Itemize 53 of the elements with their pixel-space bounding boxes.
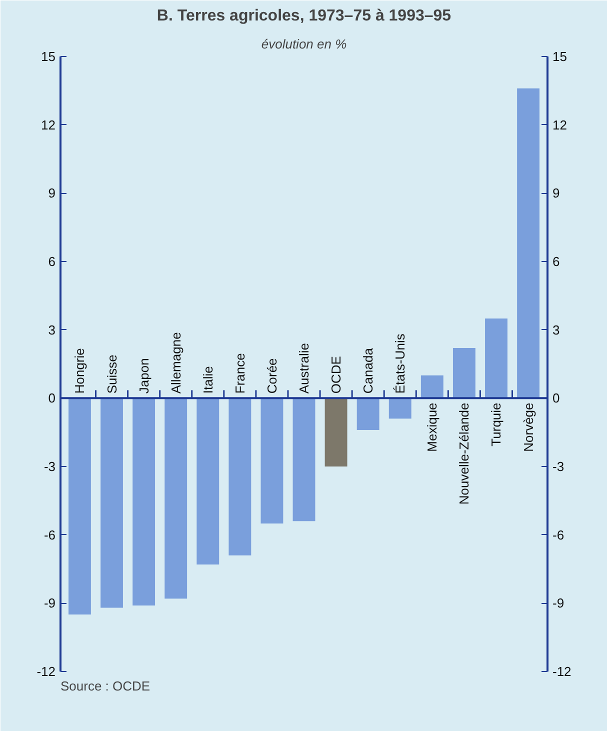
y2-tick-label: 3 — [552, 322, 560, 338]
y-tick-label: 9 — [48, 186, 56, 201]
bar — [100, 398, 123, 608]
chart-title: B. Terres agricoles, 1973–75 à 1993–95 — [156, 8, 452, 24]
y-tick-label: 0 — [48, 390, 56, 406]
x-tick-label: Australie — [296, 343, 312, 394]
bar — [68, 398, 91, 615]
y-tick-label: -6 — [44, 527, 56, 542]
x-tick-label: États-Unis — [392, 333, 408, 394]
bar — [228, 398, 252, 556]
bar — [196, 398, 220, 564]
x-tick-label: Hongrie — [72, 348, 88, 394]
bar — [324, 398, 348, 466]
y2-tick-label: 12 — [552, 117, 567, 132]
y2-tick-label: -12 — [552, 664, 572, 679]
y-tick-label: -9 — [44, 596, 56, 611]
y-tick-label: 6 — [48, 254, 56, 269]
chart-subtitle: évolution en % — [261, 36, 347, 52]
y2-tick-label: 15 — [552, 49, 567, 64]
x-tick-label: Nouvelle-Zélande — [456, 402, 472, 505]
x-tick-label: Allemagne — [168, 332, 184, 394]
bar — [517, 88, 540, 398]
bar — [388, 398, 412, 419]
y-tick-label: 12 — [41, 117, 56, 132]
x-tick-label: Corée — [264, 358, 280, 394]
bar — [452, 348, 476, 398]
y2-tick-label: 6 — [552, 254, 560, 269]
x-tick-label: Norvège — [520, 402, 536, 452]
bar — [132, 398, 156, 606]
y2-tick-label: -6 — [552, 527, 564, 542]
y2-tick-label: 0 — [552, 390, 560, 406]
y-tick-label: -12 — [36, 664, 56, 679]
source-note: Source : OCDE — [60, 678, 150, 694]
y-tick-label: 15 — [41, 49, 56, 64]
y2-tick-label: -9 — [552, 596, 564, 611]
bar — [485, 318, 508, 398]
bar — [356, 398, 380, 430]
bar — [260, 398, 284, 524]
y2-tick-label: 9 — [552, 186, 560, 201]
x-tick-label: OCDE — [328, 356, 344, 394]
y-tick-label: -3 — [44, 459, 56, 474]
x-tick-label: Japon — [136, 358, 152, 394]
y2-tick-label: -3 — [552, 459, 564, 474]
x-tick-label: Suisse — [104, 354, 120, 394]
x-tick-label: Mexique — [424, 402, 440, 452]
x-tick-label: Turquie — [488, 402, 504, 446]
bar — [292, 398, 316, 522]
bar — [164, 398, 188, 599]
y-tick-label: 3 — [48, 322, 56, 338]
x-tick-label: Italie — [200, 366, 216, 394]
x-tick-label: Canada — [360, 347, 376, 394]
x-tick-label: France — [232, 353, 248, 394]
bar — [420, 375, 444, 398]
